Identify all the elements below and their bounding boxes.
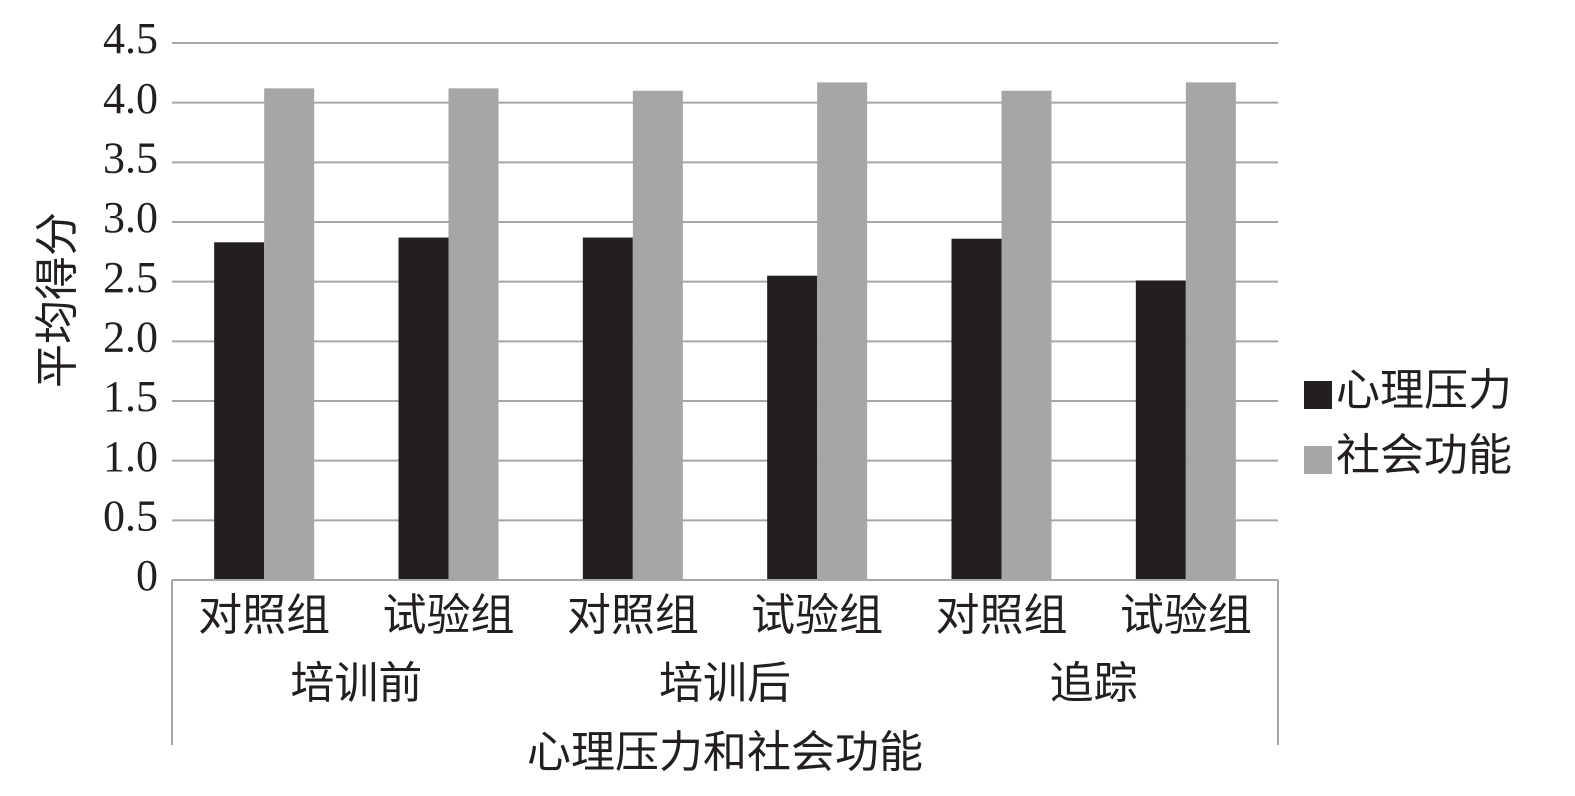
y-axis-label: 平均得分 bbox=[33, 212, 82, 388]
y-tick-label: 1.5 bbox=[103, 372, 158, 421]
y-tick-label: 4.5 bbox=[103, 14, 158, 63]
bar bbox=[632, 90, 683, 580]
y-tick-label: 3.0 bbox=[103, 193, 158, 242]
y-tick-label: 0.5 bbox=[103, 491, 158, 540]
x-tick-label: 试验组 bbox=[383, 591, 515, 640]
x-tick-label: 试验组 bbox=[751, 591, 883, 640]
bar bbox=[1185, 82, 1236, 580]
bar bbox=[767, 275, 818, 580]
y-tick-label: 4.0 bbox=[103, 74, 158, 123]
legend-swatch bbox=[1304, 446, 1332, 474]
x-group-label: 培训前 bbox=[290, 659, 422, 708]
x-tick-label: 对照组 bbox=[198, 591, 330, 640]
bar bbox=[817, 82, 868, 580]
y-tick-label: 2.5 bbox=[103, 253, 158, 302]
bar bbox=[214, 242, 265, 580]
bar bbox=[1001, 90, 1052, 580]
x-tick-label: 对照组 bbox=[567, 591, 699, 640]
bar bbox=[951, 238, 1002, 580]
x-tick-label: 对照组 bbox=[936, 591, 1068, 640]
x-group-label: 培训后 bbox=[659, 659, 791, 708]
bar bbox=[264, 88, 315, 580]
y-tick-label: 2.0 bbox=[103, 312, 158, 361]
legend-label: 心理压力 bbox=[1336, 366, 1512, 415]
x-group-label: 追踪 bbox=[1050, 659, 1138, 708]
x-axis-label: 心理压力和社会功能 bbox=[527, 728, 923, 777]
bar bbox=[448, 88, 499, 580]
bar bbox=[1135, 280, 1186, 580]
legend-label: 社会功能 bbox=[1336, 431, 1512, 480]
bar bbox=[582, 237, 633, 580]
x-tick-label: 试验组 bbox=[1120, 591, 1252, 640]
bar bbox=[398, 237, 449, 580]
legend-swatch bbox=[1304, 381, 1332, 409]
y-tick-label: 1.0 bbox=[103, 432, 158, 481]
y-tick-label: 3.5 bbox=[103, 133, 158, 182]
y-tick-label: 0 bbox=[136, 551, 158, 600]
